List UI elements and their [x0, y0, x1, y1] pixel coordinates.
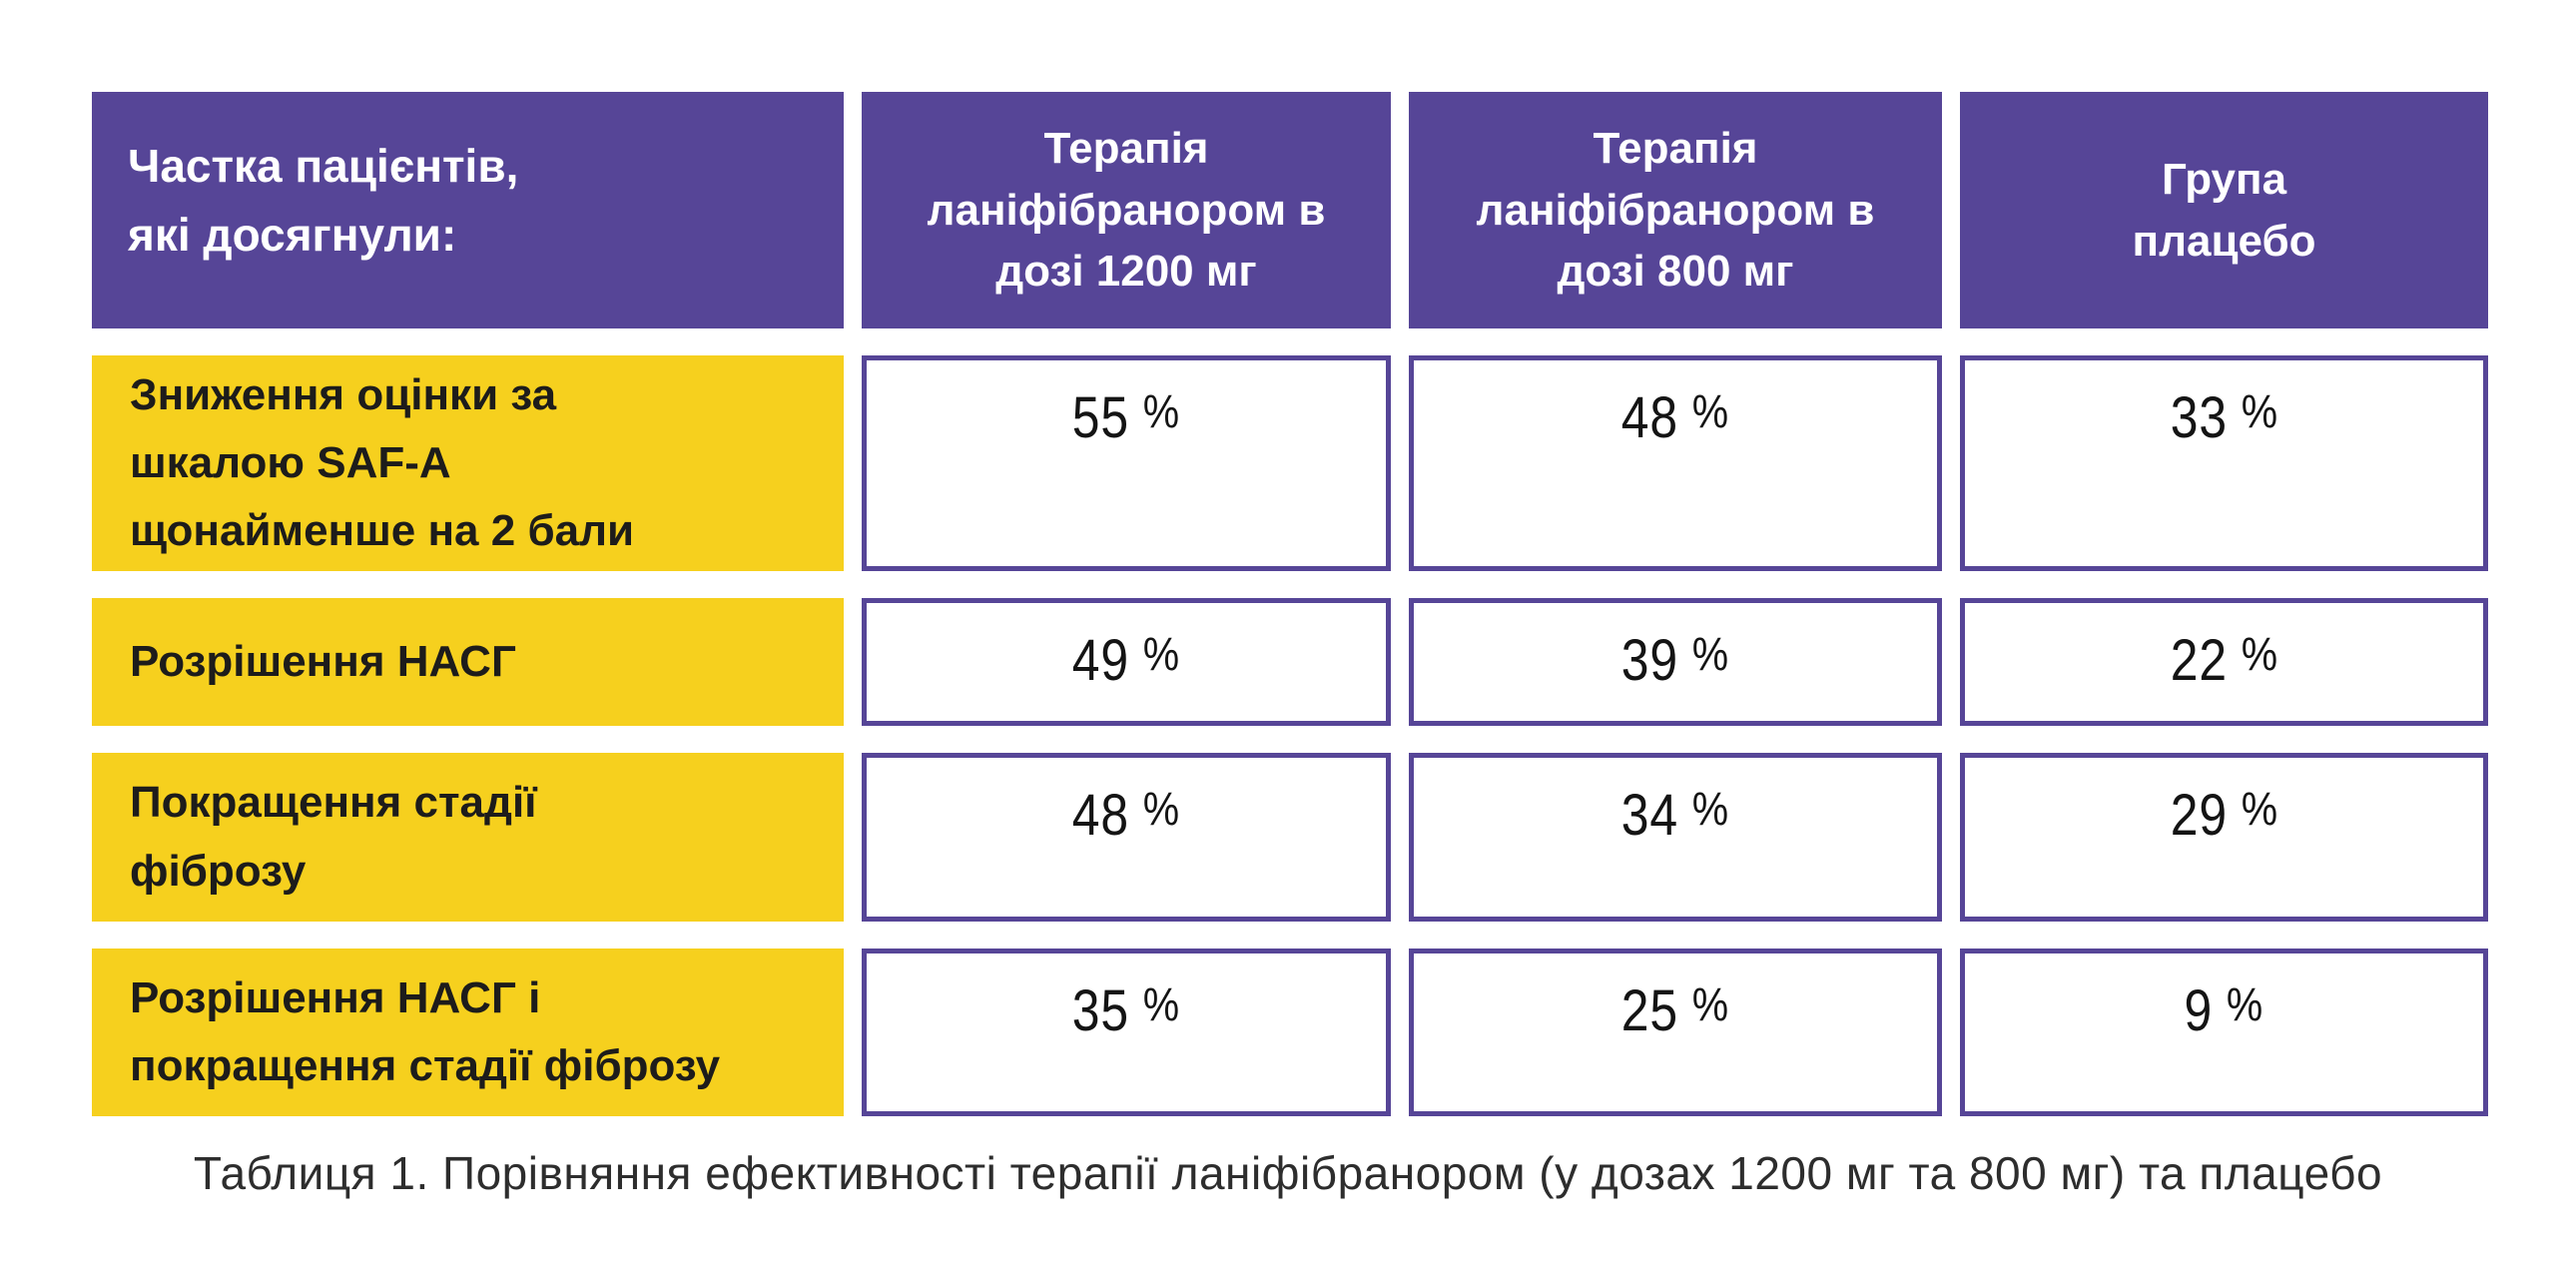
- comparison-table: Частка пацієнтів, які досягнули: Терапія…: [92, 92, 2488, 1116]
- percent-sign: %: [1691, 628, 1730, 681]
- row-label-fibrosis-improvement: Покращення стадії фіброзу: [92, 753, 844, 922]
- percent-value: 34%: [1620, 783, 1730, 848]
- value-cell: 33%: [1960, 355, 2488, 571]
- value-cell: 48%: [862, 753, 1391, 922]
- value-cell: 35%: [862, 949, 1391, 1116]
- row-label-nash-resolution: Розрішення НАСГ: [92, 598, 844, 726]
- percent-value: 48%: [1620, 385, 1730, 450]
- header-cell-lanifibranor-1200mg: Терапія ланіфібранором в дозі 1200 мг: [862, 92, 1391, 328]
- percent-sign: %: [1691, 978, 1730, 1031]
- percent-sign: %: [1142, 978, 1181, 1031]
- percent-sign: %: [2241, 783, 2278, 836]
- percent-value: 29%: [2170, 783, 2278, 848]
- value-cell: 55%: [862, 355, 1391, 571]
- percent-value: 48%: [1071, 783, 1181, 848]
- percent-value: 39%: [1620, 628, 1730, 693]
- value-cell: 9%: [1960, 949, 2488, 1116]
- header-cell-placebo: Група плацебо: [1960, 92, 2488, 328]
- value-cell: 34%: [1409, 753, 1942, 922]
- percent-value: 55%: [1071, 385, 1181, 450]
- percent-sign: %: [1691, 385, 1730, 438]
- percent-sign: %: [1691, 783, 1730, 836]
- percent-value: 49%: [1071, 628, 1181, 693]
- row-label-saf-a-reduction: Зниження оцінки за шкалою SAF-A щонаймен…: [92, 355, 844, 571]
- value-cell: 25%: [1409, 949, 1942, 1116]
- percent-value: 9%: [2184, 978, 2264, 1043]
- value-cell: 29%: [1960, 753, 2488, 922]
- percent-sign: %: [1142, 385, 1181, 438]
- header-cell-metric: Частка пацієнтів, які досягнули:: [92, 92, 844, 328]
- value-cell: 22%: [1960, 598, 2488, 726]
- percent-sign: %: [2241, 628, 2278, 681]
- header-cell-lanifibranor-800mg: Терапія ланіфібранором в дозі 800 мг: [1409, 92, 1942, 328]
- percent-value: 35%: [1071, 978, 1181, 1043]
- percent-value: 33%: [2170, 385, 2278, 450]
- percent-sign: %: [2241, 385, 2278, 438]
- percent-sign: %: [1142, 783, 1181, 836]
- row-label-nash-resolution-and-fibrosis: Розрішення НАСГ і покращення стадії фібр…: [92, 949, 844, 1116]
- percent-sign: %: [1142, 628, 1181, 681]
- percent-value: 25%: [1620, 978, 1730, 1043]
- value-cell: 39%: [1409, 598, 1942, 726]
- table-caption: Таблиця 1. Порівняння ефективності терап…: [193, 1147, 2383, 1199]
- value-cell: 49%: [862, 598, 1391, 726]
- value-cell: 48%: [1409, 355, 1942, 571]
- percent-value: 22%: [2170, 628, 2278, 693]
- percent-sign: %: [2227, 978, 2264, 1031]
